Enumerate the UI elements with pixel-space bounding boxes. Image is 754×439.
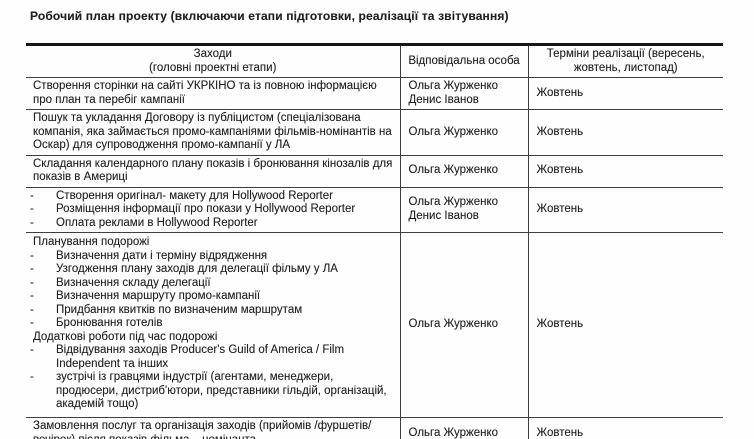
dash-bullet: - <box>30 249 34 262</box>
dash-bullet: - <box>30 216 34 229</box>
header-activities-line1: Заходи <box>193 48 232 60</box>
bullet-item: - Розміщення інформації про покази у Hol… <box>30 203 394 217</box>
header-activities: Заходи (головні проектні етапи) <box>26 44 400 78</box>
activity-text: Пошук та укладання Договору із публіцист… <box>33 112 392 151</box>
responsible-cell: Ольга Журженко <box>399 232 529 418</box>
activity-text: Складання календарного плану показів і б… <box>33 157 393 184</box>
activity-text: Створення сторінки на сайті УКРКІНО та і… <box>33 80 377 106</box>
bullet-text: Бронювання готелів <box>56 317 163 329</box>
bullet-item: - Бронювання готелів <box>30 317 394 331</box>
dash-bullet: - <box>30 371 34 383</box>
responsible-cell: Ольга Журженко <box>399 155 529 188</box>
person-name: Ольга Журженко <box>408 318 499 331</box>
table-header-row: Заходи (головні проектні етапи) Відповід… <box>26 44 723 78</box>
activity-cell: Складання календарного плану показів і б… <box>26 155 400 188</box>
dash-bullet: - <box>30 203 34 215</box>
person-name: Ольга Журженко <box>408 164 499 177</box>
responsible-cell: Ольга Журженко <box>399 417 529 439</box>
activity-subheading: Планування подорожі <box>33 236 150 248</box>
bullet-text: Відвідування заходів Producer's Guild of… <box>56 344 345 370</box>
term-cell: Жовтень <box>528 417 723 439</box>
header-activities-line2: (головні проектні етапи) <box>149 61 277 74</box>
table-row: Замовлення послуг та організація заходів… <box>26 417 723 439</box>
bullet-item: - Визначення маршруту промо-кампанії <box>30 290 394 304</box>
header-terms: Терміни реалізації (вересень, жовтень, л… <box>528 44 723 78</box>
term-cell: Жовтень <box>528 187 723 233</box>
term-cell: Жовтень <box>528 155 723 188</box>
bullet-text: Розміщення інформації про покази у Holly… <box>56 203 356 215</box>
dash-bullet: - <box>30 290 34 302</box>
person-name: Ольга Журженко <box>408 196 499 209</box>
bullet-item: - Відвідування заходів Producer's Guild … <box>30 344 394 371</box>
activity-cell: Замовлення послуг та організація заходів… <box>26 417 400 439</box>
table-row: Складання календарного плану показів і б… <box>26 155 723 188</box>
bullet-text: Придбання квитків по визначеним маршрута… <box>56 303 303 316</box>
table-row: - Створення оригінал- макету для Hollywo… <box>26 187 723 233</box>
page-title: Робочий план проекту (включаючи етапи пі… <box>30 9 509 23</box>
dash-bullet: - <box>30 344 34 356</box>
activity-text: Замовлення послуг та організація заходів… <box>33 420 372 439</box>
bullet-item: - Оплата реклами в Hollywood Reporter <box>30 217 394 231</box>
table-row: Пошук та укладання Договору із публіцист… <box>26 109 723 156</box>
activity-cell: Створення сторінки на сайті УКРКІНО та і… <box>26 77 400 110</box>
header-responsible: Відповідальна особа <box>399 44 529 78</box>
bullet-item: - Узгодження плану заходів для делегації… <box>30 263 394 277</box>
term-cell: Жовтень <box>528 232 723 418</box>
person-name: Ольга Журженко <box>408 426 499 439</box>
bullet-text: зустрічі із гравцями індустрії (агентами… <box>56 371 387 410</box>
dash-bullet: - <box>30 276 34 289</box>
person-name: Ольга Журженко <box>408 125 499 138</box>
term-cell: Жовтень <box>528 109 723 156</box>
activity-cell: Пошук та укладання Договору із публіцист… <box>26 109 400 156</box>
person-name: Денис Іванов <box>408 93 479 106</box>
bullet-item: - Придбання квитків по визначеним маршру… <box>30 304 394 318</box>
responsible-cell: Ольга Журженко Денис Іванов <box>399 77 529 110</box>
dash-bullet: - <box>30 303 34 316</box>
activity-cell: Планування подорожі - Визначення дати і … <box>26 232 400 418</box>
person-name: Денис Іванов <box>408 209 479 222</box>
responsible-cell: Ольга Журженко <box>399 109 529 156</box>
work-plan-table: Заходи (головні проектні етапи) Відповід… <box>26 43 723 439</box>
bullet-text: Узгодження плану заходів для делегації ф… <box>56 263 338 275</box>
bullet-item: - Визначення складу делегації <box>30 277 394 291</box>
bullet-item: - Визначення дати і терміну відрядження <box>30 250 394 264</box>
bullet-text: Оплата реклами в Hollywood Reporter <box>56 216 258 229</box>
dash-bullet: - <box>30 263 34 275</box>
activity-cell: - Створення оригінал- макету для Hollywo… <box>26 187 400 233</box>
table-row: Планування подорожі - Визначення дати і … <box>26 232 723 418</box>
bullet-item: - зустрічі із гравцями індустрії (агента… <box>30 371 394 412</box>
activity-subheading: Додаткові роботи під час подорожі <box>33 330 218 343</box>
bullet-item: - Створення оригінал- макету для Hollywo… <box>30 190 394 204</box>
term-cell: Жовтень <box>528 77 723 110</box>
bullet-text: Визначення складу делегації <box>56 276 211 289</box>
dash-bullet: - <box>30 189 34 202</box>
dash-bullet: - <box>30 317 34 329</box>
table-row: Створення сторінки на сайті УКРКІНО та і… <box>26 77 723 110</box>
responsible-cell: Ольга Журженко Денис Іванов <box>399 187 529 233</box>
bullet-text: Створення оригінал- макету для Hollywood… <box>56 189 333 202</box>
person-name: Ольга Журженко <box>408 80 499 92</box>
bullet-text: Визначення маршруту промо-кампанії <box>56 290 261 302</box>
bullet-text: Визначення дати і терміну відрядження <box>56 249 268 262</box>
